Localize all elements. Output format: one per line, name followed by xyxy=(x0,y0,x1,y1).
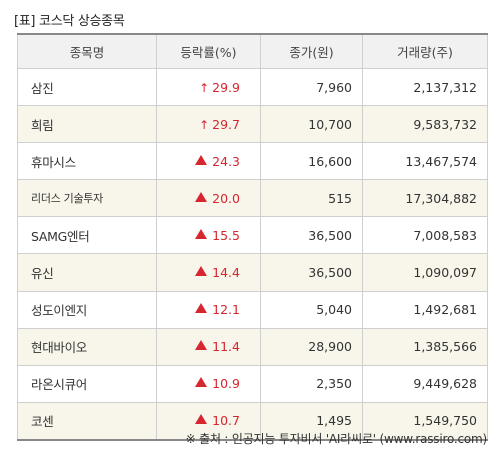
table-row: 희림 ↑ 29.7 10,700 9,583,732 xyxy=(17,105,488,144)
stock-name: 성도이엔지 xyxy=(17,290,157,329)
stock-name: 유신 xyxy=(17,253,157,292)
trading-volume: 9,449,628 xyxy=(362,364,488,403)
closing-price: 10,700 xyxy=(260,105,363,144)
up-arrow-icon: ↑ xyxy=(199,80,210,95)
table-row: 성도이엔지 12.1 5,040 1,492,681 xyxy=(17,290,488,329)
up-triangle-icon xyxy=(195,191,208,202)
table-row: SAMG엔터 15.5 36,500 7,008,583 xyxy=(17,216,488,255)
up-triangle-icon xyxy=(195,340,208,351)
closing-price: 7,960 xyxy=(260,67,363,107)
change-rate: 29.9 xyxy=(212,79,240,95)
column-header-price: 종가(원) xyxy=(260,33,363,69)
trading-volume: 7,008,583 xyxy=(362,216,488,255)
trading-volume: 1,385,566 xyxy=(362,327,488,366)
change-rate-cell: 14.4 xyxy=(156,253,261,292)
trading-volume: 1,090,097 xyxy=(362,253,488,292)
change-rate: 15.5 xyxy=(212,227,240,243)
up-triangle-icon xyxy=(195,414,208,425)
trading-volume: 1,492,681 xyxy=(362,290,488,329)
change-rate-cell: ↑ 29.9 xyxy=(156,67,261,107)
stock-name: SAMG엔터 xyxy=(17,216,157,255)
table-row: 휴마시스 24.3 16,600 13,467,574 xyxy=(17,142,488,181)
stock-name: 휴마시스 xyxy=(17,142,157,181)
table-row: 현대바이오 11.4 28,900 1,385,566 xyxy=(17,327,488,366)
column-header-rate: 등락률(%) xyxy=(156,33,261,69)
table-row: 유신 14.4 36,500 1,090,097 xyxy=(17,253,488,292)
change-rate: 29.7 xyxy=(212,116,240,132)
up-arrow-icon: ↑ xyxy=(199,117,210,132)
trading-volume: 13,467,574 xyxy=(362,142,488,181)
change-rate-cell: ↑ 29.7 xyxy=(156,105,261,144)
change-rate-cell: 15.5 xyxy=(156,216,261,255)
change-rate: 12.1 xyxy=(212,302,240,318)
change-rate-cell: 20.0 xyxy=(156,179,261,218)
stock-name: 삼진 xyxy=(17,67,157,107)
column-header-volume: 거래량(주) xyxy=(362,33,488,69)
change-rate-cell: 10.9 xyxy=(156,364,261,403)
change-rate-cell: 24.3 xyxy=(156,142,261,181)
stock-name: 리더스 기술투자 xyxy=(17,179,157,218)
change-rate: 11.4 xyxy=(212,339,240,355)
trading-volume: 9,583,732 xyxy=(362,105,488,144)
change-rate: 10.7 xyxy=(212,413,240,429)
closing-price: 36,500 xyxy=(260,253,363,292)
trading-volume: 1,549,750 xyxy=(362,401,488,441)
closing-price: 36,500 xyxy=(260,216,363,255)
stock-name: 현대바이오 xyxy=(17,327,157,366)
up-triangle-icon xyxy=(195,154,208,165)
change-rate: 20.0 xyxy=(212,190,240,206)
page-title: [표] 코스닥 상승종목 xyxy=(14,14,125,29)
up-triangle-icon xyxy=(195,228,208,239)
change-rate: 10.9 xyxy=(212,376,240,392)
table-row: 코센 10.7 1,495 1,549,750 xyxy=(17,401,488,441)
closing-price: 16,600 xyxy=(260,142,363,181)
up-triangle-icon xyxy=(195,266,208,277)
trading-volume: 17,304,882 xyxy=(362,179,488,218)
change-rate-cell: 11.4 xyxy=(156,327,261,366)
stock-name: 라온시큐어 xyxy=(17,364,157,403)
change-rate-cell: 12.1 xyxy=(156,290,261,329)
stock-table: 종목명 등락률(%) 종가(원) 거래량(주) 삼진 ↑ 29.9 7,960 2,13… xyxy=(17,33,488,441)
table-row: 리더스 기술투자 20.0 515 17,304,882 xyxy=(17,179,488,218)
closing-price: 2,350 xyxy=(260,364,363,403)
column-header-name: 종목명 xyxy=(17,33,157,69)
closing-price: 28,900 xyxy=(260,327,363,366)
closing-price: 5,040 xyxy=(260,290,363,329)
stock-name: 희림 xyxy=(17,105,157,144)
closing-price: 1,495 xyxy=(260,401,363,441)
table-row: 삼진 ↑ 29.9 7,960 2,137,312 xyxy=(17,67,488,107)
trading-volume: 2,137,312 xyxy=(362,67,488,107)
closing-price: 515 xyxy=(260,179,363,218)
change-rate: 24.3 xyxy=(212,153,240,169)
up-triangle-icon xyxy=(195,377,208,388)
table-header-row: 종목명 등락률(%) 종가(원) 거래량(주) xyxy=(17,33,488,69)
up-triangle-icon xyxy=(195,303,208,314)
change-rate: 14.4 xyxy=(212,265,240,281)
stock-name: 코센 xyxy=(17,401,157,441)
source-note: ※ 출처 : 인공지능 투자비서 'AI라씨로' (www.rassiro.co… xyxy=(185,432,488,446)
table-row: 라온시큐어 10.9 2,350 9,449,628 xyxy=(17,364,488,403)
